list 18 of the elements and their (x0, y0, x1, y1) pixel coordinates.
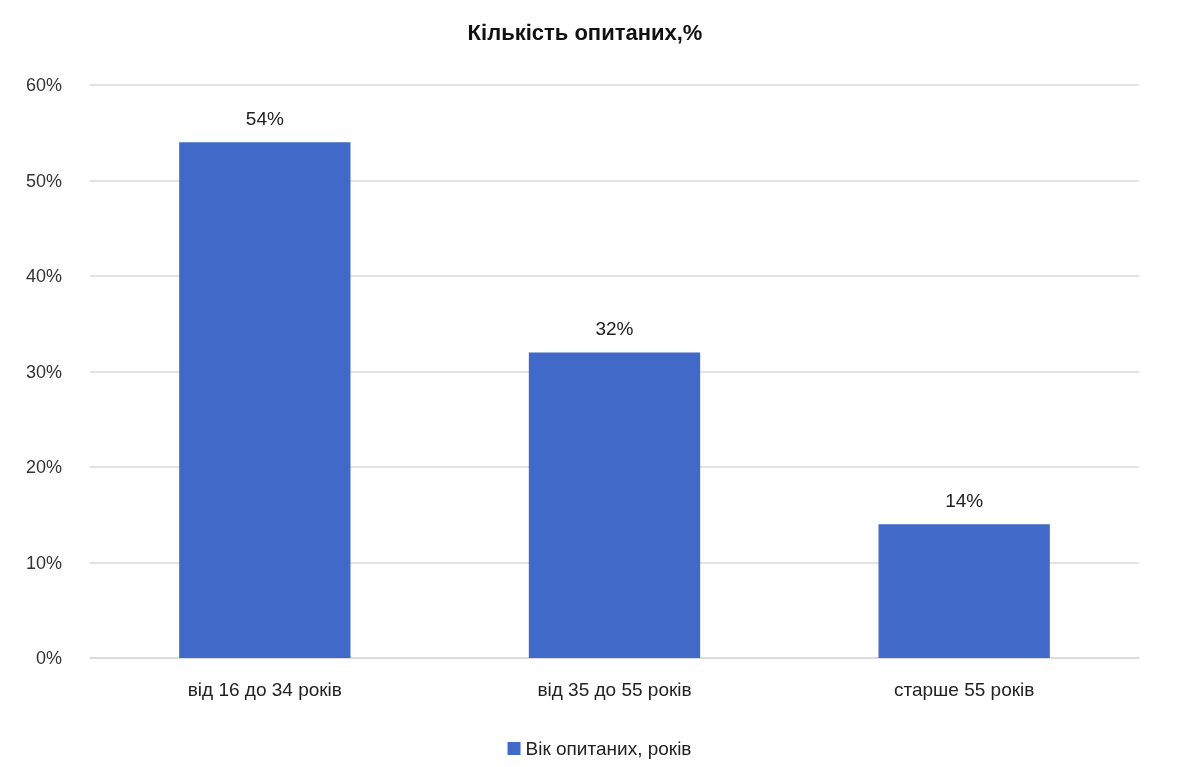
bar (528, 352, 701, 658)
bar (878, 524, 1050, 658)
legend-label: Вік опитаних, років (525, 738, 692, 759)
x-tick-label: старше 55 років (893, 679, 1035, 700)
data-label: 32% (595, 318, 634, 340)
x-tick-label: від 35 до 55 років (537, 679, 692, 700)
y-tick-label: 40% (25, 266, 62, 286)
y-tick-label: 10% (25, 552, 62, 573)
y-tick-label: 50% (25, 170, 62, 191)
y-tick-label: 0% (35, 648, 62, 668)
chart-title: Кількість опитаних,% (467, 19, 703, 45)
y-tick-label: 30% (25, 361, 62, 382)
bar (179, 142, 351, 658)
x-tick-label: від 16 до 34 років (187, 679, 342, 700)
y-tick-label: 60% (25, 75, 62, 95)
y-tick-label: 20% (25, 457, 62, 477)
data-label: 54% (245, 108, 284, 130)
data-label: 14% (945, 490, 984, 512)
